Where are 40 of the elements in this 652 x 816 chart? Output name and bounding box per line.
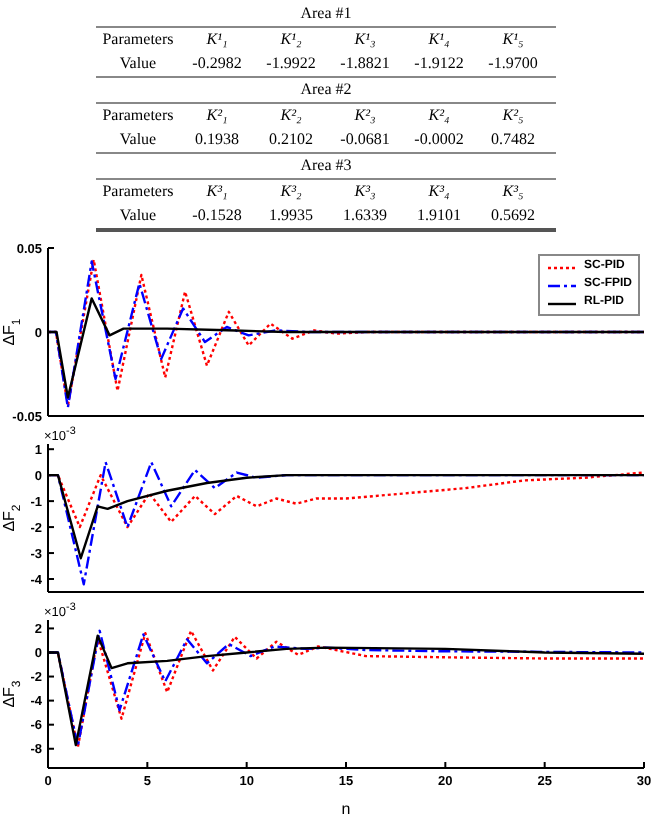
text: 1.9935	[269, 206, 313, 224]
text: 1.9101	[417, 206, 461, 224]
text: K²₂	[280, 106, 302, 124]
text: -0.2982	[192, 54, 242, 72]
text: K¹₁	[206, 30, 228, 48]
text: Area #2	[96, 78, 556, 104]
text: 0.5692	[491, 206, 535, 224]
text: K³₁	[206, 182, 228, 200]
text: -1.9922	[266, 54, 316, 72]
text: K³₄	[428, 182, 450, 200]
category-label: Parameters	[102, 30, 174, 48]
text: K²₅	[502, 106, 524, 124]
category-label: Value	[119, 206, 157, 224]
text: K²₃	[354, 106, 376, 124]
text: K¹₄	[428, 30, 450, 48]
x-axis-title: n	[341, 800, 351, 816]
text: 0.7482	[491, 130, 535, 148]
text: -1.9700	[488, 54, 538, 72]
text: 0.1938	[195, 130, 239, 148]
text: K³₃	[354, 182, 376, 200]
text: Area #3	[96, 154, 556, 180]
text: K²₁	[206, 106, 228, 124]
category-label: Value	[119, 130, 157, 148]
category-label: Value	[119, 54, 157, 72]
text: Area #1	[96, 2, 556, 28]
text: K³₅	[502, 182, 524, 200]
text: K¹₂	[280, 30, 302, 48]
category-label: Parameters	[102, 182, 174, 200]
text: -0.0681	[340, 130, 390, 148]
text: K¹₅	[502, 30, 524, 48]
text: K²₄	[428, 106, 450, 124]
text: K³₂	[280, 182, 302, 200]
text: -1.8821	[340, 54, 390, 72]
text: K¹₃	[354, 30, 376, 48]
text: -0.0002	[414, 130, 464, 148]
text: -0.1528	[192, 206, 242, 224]
text: -1.9122	[414, 54, 464, 72]
category-label: Parameters	[102, 106, 174, 124]
text: 1.6339	[343, 206, 387, 224]
text: 0.2102	[269, 130, 313, 148]
